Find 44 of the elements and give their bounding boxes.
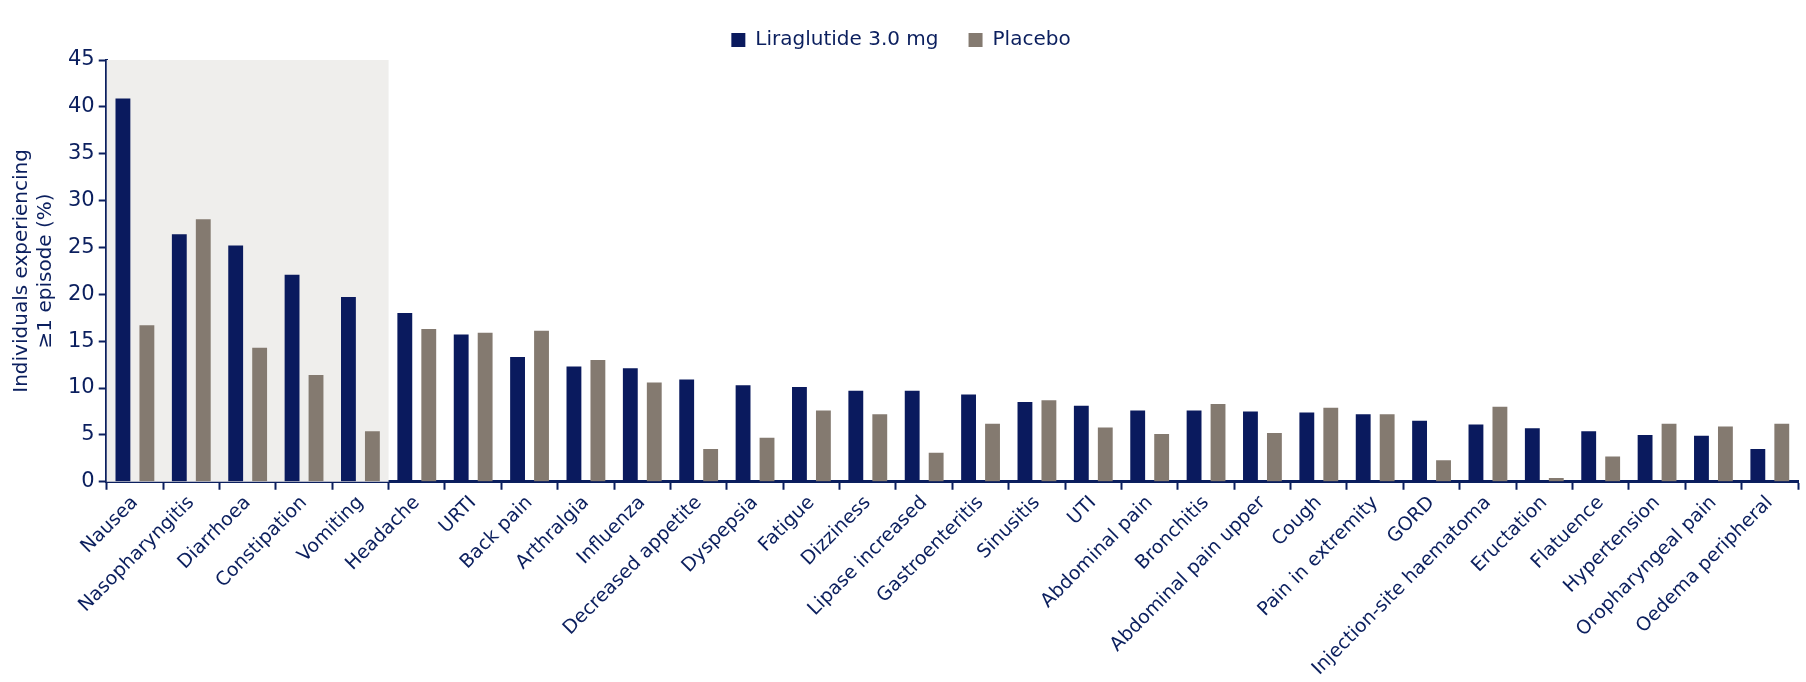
bar — [815, 410, 831, 482]
y-tick-label: 15 — [67, 327, 95, 352]
bar — [1097, 427, 1113, 482]
legend-label: Liraglutide 3.0 mg — [755, 26, 939, 51]
bar — [759, 437, 775, 482]
bar — [1154, 433, 1170, 482]
bar — [308, 374, 324, 482]
y-tick-label: 25 — [67, 233, 95, 258]
bar — [1548, 478, 1564, 482]
bar — [195, 219, 211, 482]
bar — [477, 332, 493, 482]
bar — [985, 423, 1000, 482]
bar — [703, 448, 719, 482]
bar — [872, 414, 888, 482]
x-tick-label: UTI — [1062, 490, 1100, 529]
y-tick-label: 45 — [67, 46, 95, 71]
y-tick-label: 35 — [67, 140, 95, 165]
bar — [1774, 423, 1790, 482]
bar — [1323, 407, 1339, 482]
bar — [364, 431, 380, 482]
y-tick-label: 0 — [81, 468, 95, 493]
bar — [1210, 403, 1226, 482]
bar — [252, 347, 268, 482]
y-tick-label: 40 — [67, 93, 95, 118]
bar — [1717, 426, 1733, 482]
bar — [1605, 456, 1621, 482]
bar — [928, 452, 944, 482]
y-axis-title: Individuals experiencing ≥1 episode (%) — [8, 149, 57, 393]
bar — [1436, 460, 1451, 482]
bar — [1492, 406, 1508, 482]
bar — [1266, 433, 1282, 482]
bar — [590, 359, 606, 482]
y-tick-label: 10 — [67, 374, 95, 399]
bar — [1041, 400, 1057, 482]
bar — [1379, 414, 1395, 482]
bar — [139, 325, 155, 482]
bar — [1661, 423, 1677, 482]
bar — [421, 328, 437, 482]
y-tick-label: 5 — [81, 421, 95, 446]
y-tick-label: 30 — [67, 187, 95, 212]
bar — [646, 382, 662, 482]
bar — [534, 330, 549, 482]
y-tick-label: 20 — [67, 280, 95, 305]
legend-label: Placebo — [992, 26, 1071, 51]
